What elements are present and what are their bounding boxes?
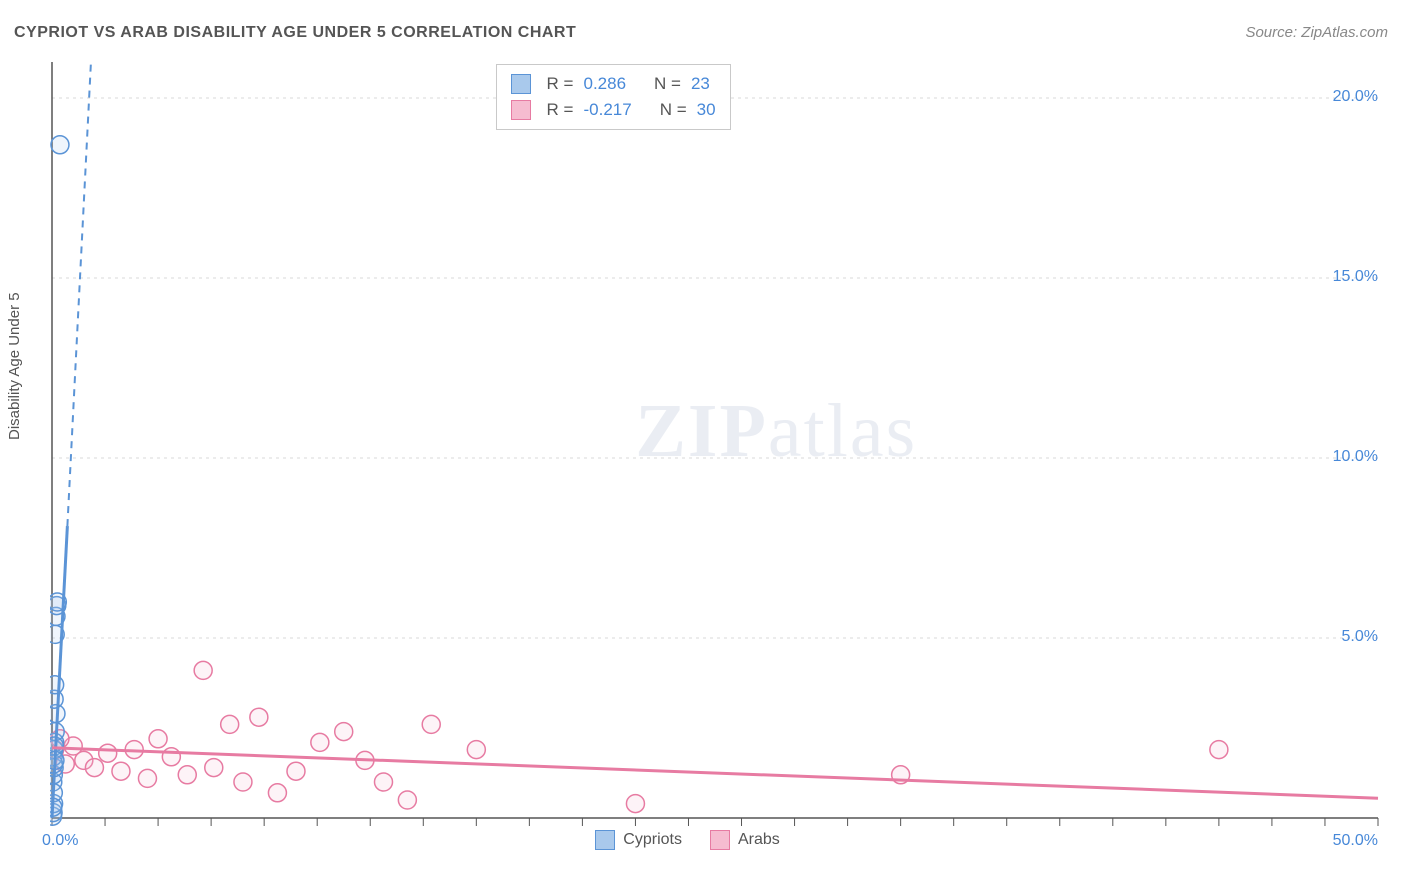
legend-n-value: 23	[691, 71, 710, 97]
legend-n-label: N =	[654, 71, 681, 97]
series-legend-label: Cypriots	[623, 831, 682, 849]
scatter-chart	[50, 60, 1380, 840]
series-legend: Cypriots Arabs	[595, 830, 779, 850]
correlation-legend: R = 0.286 N = 23 R = -0.217 N = 30	[496, 64, 731, 130]
legend-row: R = 0.286 N = 23	[511, 71, 716, 97]
y-axis-label: Disability Age Under 5	[6, 292, 23, 440]
legend-r-label: R =	[547, 97, 574, 123]
series-legend-item: Arabs	[710, 830, 780, 850]
series-legend-label: Arabs	[738, 831, 780, 849]
source-attribution: Source: ZipAtlas.com	[1245, 24, 1388, 41]
legend-r-value: 0.286	[583, 71, 626, 97]
legend-n-label: N =	[660, 97, 687, 123]
legend-n-value: 30	[697, 97, 716, 123]
axis-tick-label: 20.0%	[1333, 88, 1378, 106]
legend-row: R = -0.217 N = 30	[511, 97, 716, 123]
legend-swatch	[511, 74, 531, 94]
axis-tick-label: 50.0%	[1333, 832, 1378, 850]
legend-swatch	[710, 830, 730, 850]
legend-r-value: -0.217	[583, 97, 631, 123]
legend-r-label: R =	[547, 71, 574, 97]
chart-title: CYPRIOT VS ARAB DISABILITY AGE UNDER 5 C…	[14, 24, 576, 42]
axis-tick-label: 15.0%	[1333, 268, 1378, 286]
axis-tick-label: 5.0%	[1342, 628, 1378, 646]
axis-tick-label: 0.0%	[42, 832, 78, 850]
legend-swatch	[595, 830, 615, 850]
axis-tick-label: 10.0%	[1333, 448, 1378, 466]
legend-swatch	[511, 100, 531, 120]
series-legend-item: Cypriots	[595, 830, 682, 850]
